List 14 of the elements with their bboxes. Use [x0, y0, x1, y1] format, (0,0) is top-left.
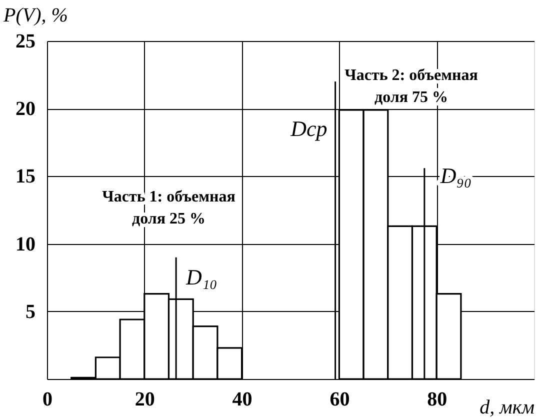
ref-line-label: D₁₀ [185, 264, 218, 290]
y-tick-label: 15 [16, 166, 36, 188]
y-axis-title: P(V), % [2, 4, 68, 26]
ref-line-label: Dср [290, 116, 328, 141]
x-tick-label: 80 [427, 388, 448, 410]
x-tick-label: 40 [232, 388, 252, 410]
y-tick-label: 10 [16, 233, 36, 256]
y-tick-label: 20 [16, 98, 36, 120]
x-tick-label: 0 [42, 388, 52, 410]
x-tick-label: 20 [134, 388, 155, 410]
x-tick-label: 60 [330, 388, 350, 410]
x-axis-title: d, мкм [480, 396, 535, 418]
y-tick-label: 5 [26, 300, 36, 323]
y-tick-label: 25 [16, 30, 36, 52]
